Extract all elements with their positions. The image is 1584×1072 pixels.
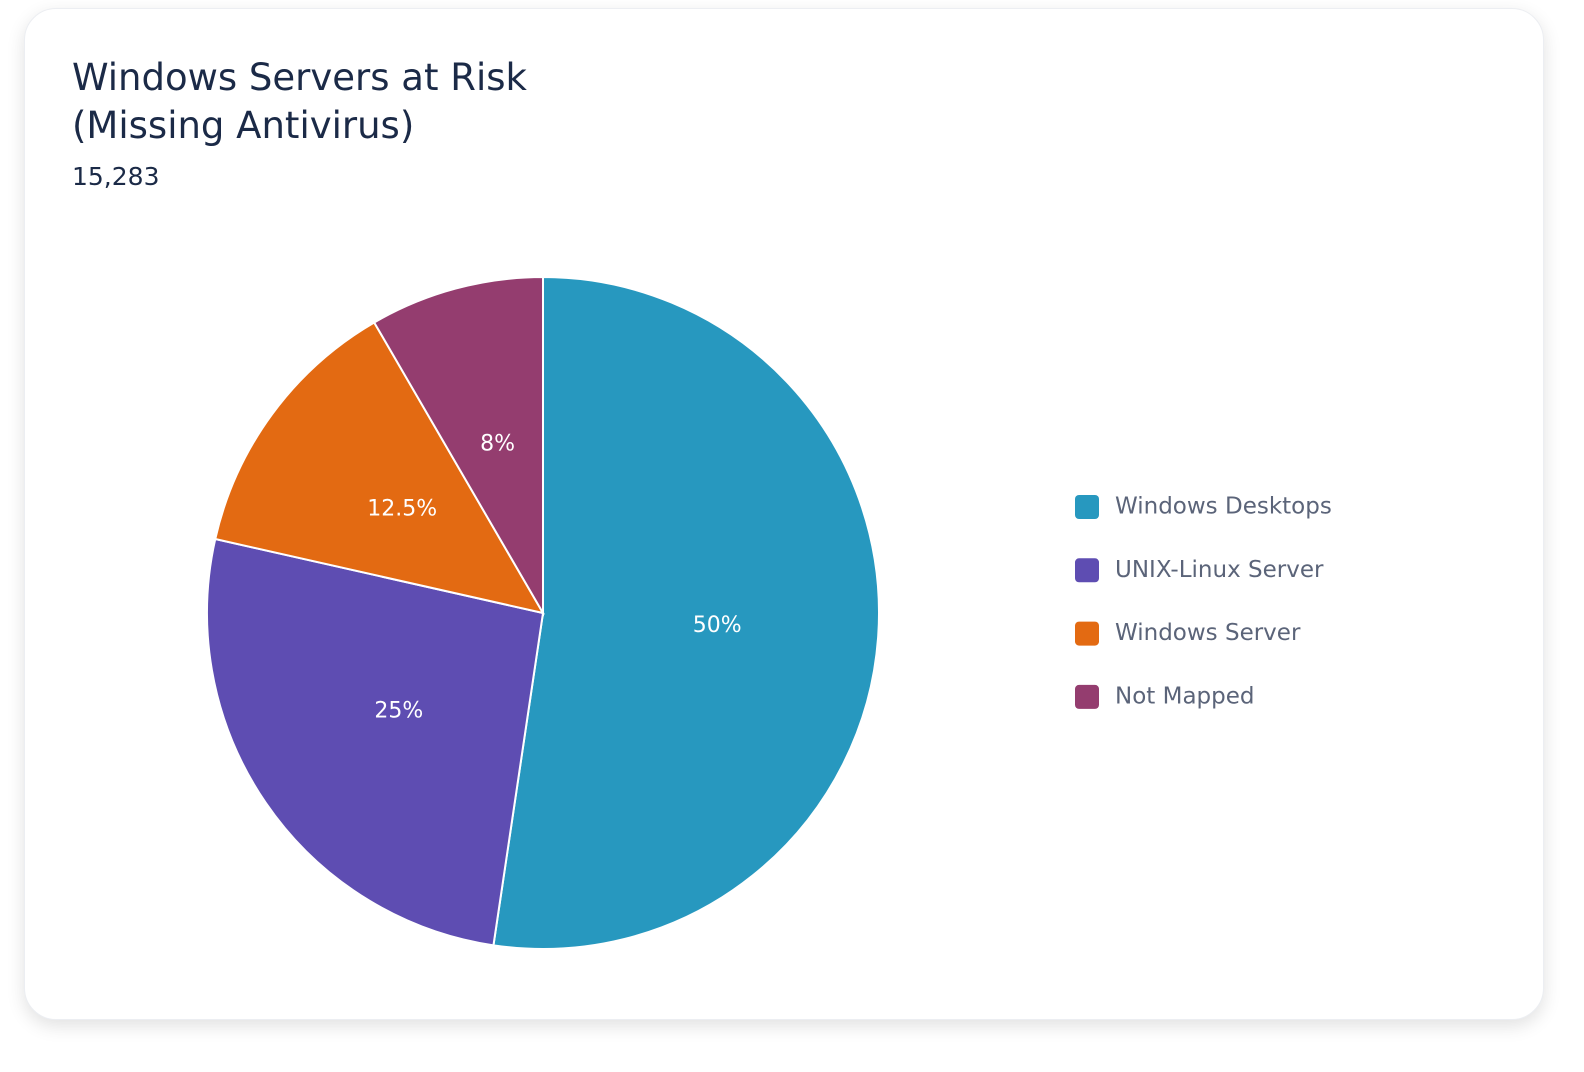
legend-swatch [1075,558,1099,583]
chart-title: Windows Servers at Risk (Missing Antivir… [72,56,527,147]
slice-label: 50% [693,613,742,638]
legend-label: Not Mapped [1115,683,1255,709]
legend-swatch [1075,684,1099,709]
legend-swatch [1075,621,1099,646]
slice-label: 25% [374,699,423,724]
pie-slice [205,537,545,947]
legend-label: Windows Desktops [1115,494,1332,520]
slice-label: 12.5% [367,497,437,522]
pie-slice [214,321,546,615]
legend-label: UNIX-Linux Server [1115,557,1324,583]
pie-slice [372,275,544,617]
legend-swatch [1075,495,1099,519]
slice-label: 8% [480,431,515,456]
pie-slice [492,275,880,950]
chart-subtitle: 15,283 [72,162,160,191]
legend-label: Windows Server [1115,620,1301,646]
